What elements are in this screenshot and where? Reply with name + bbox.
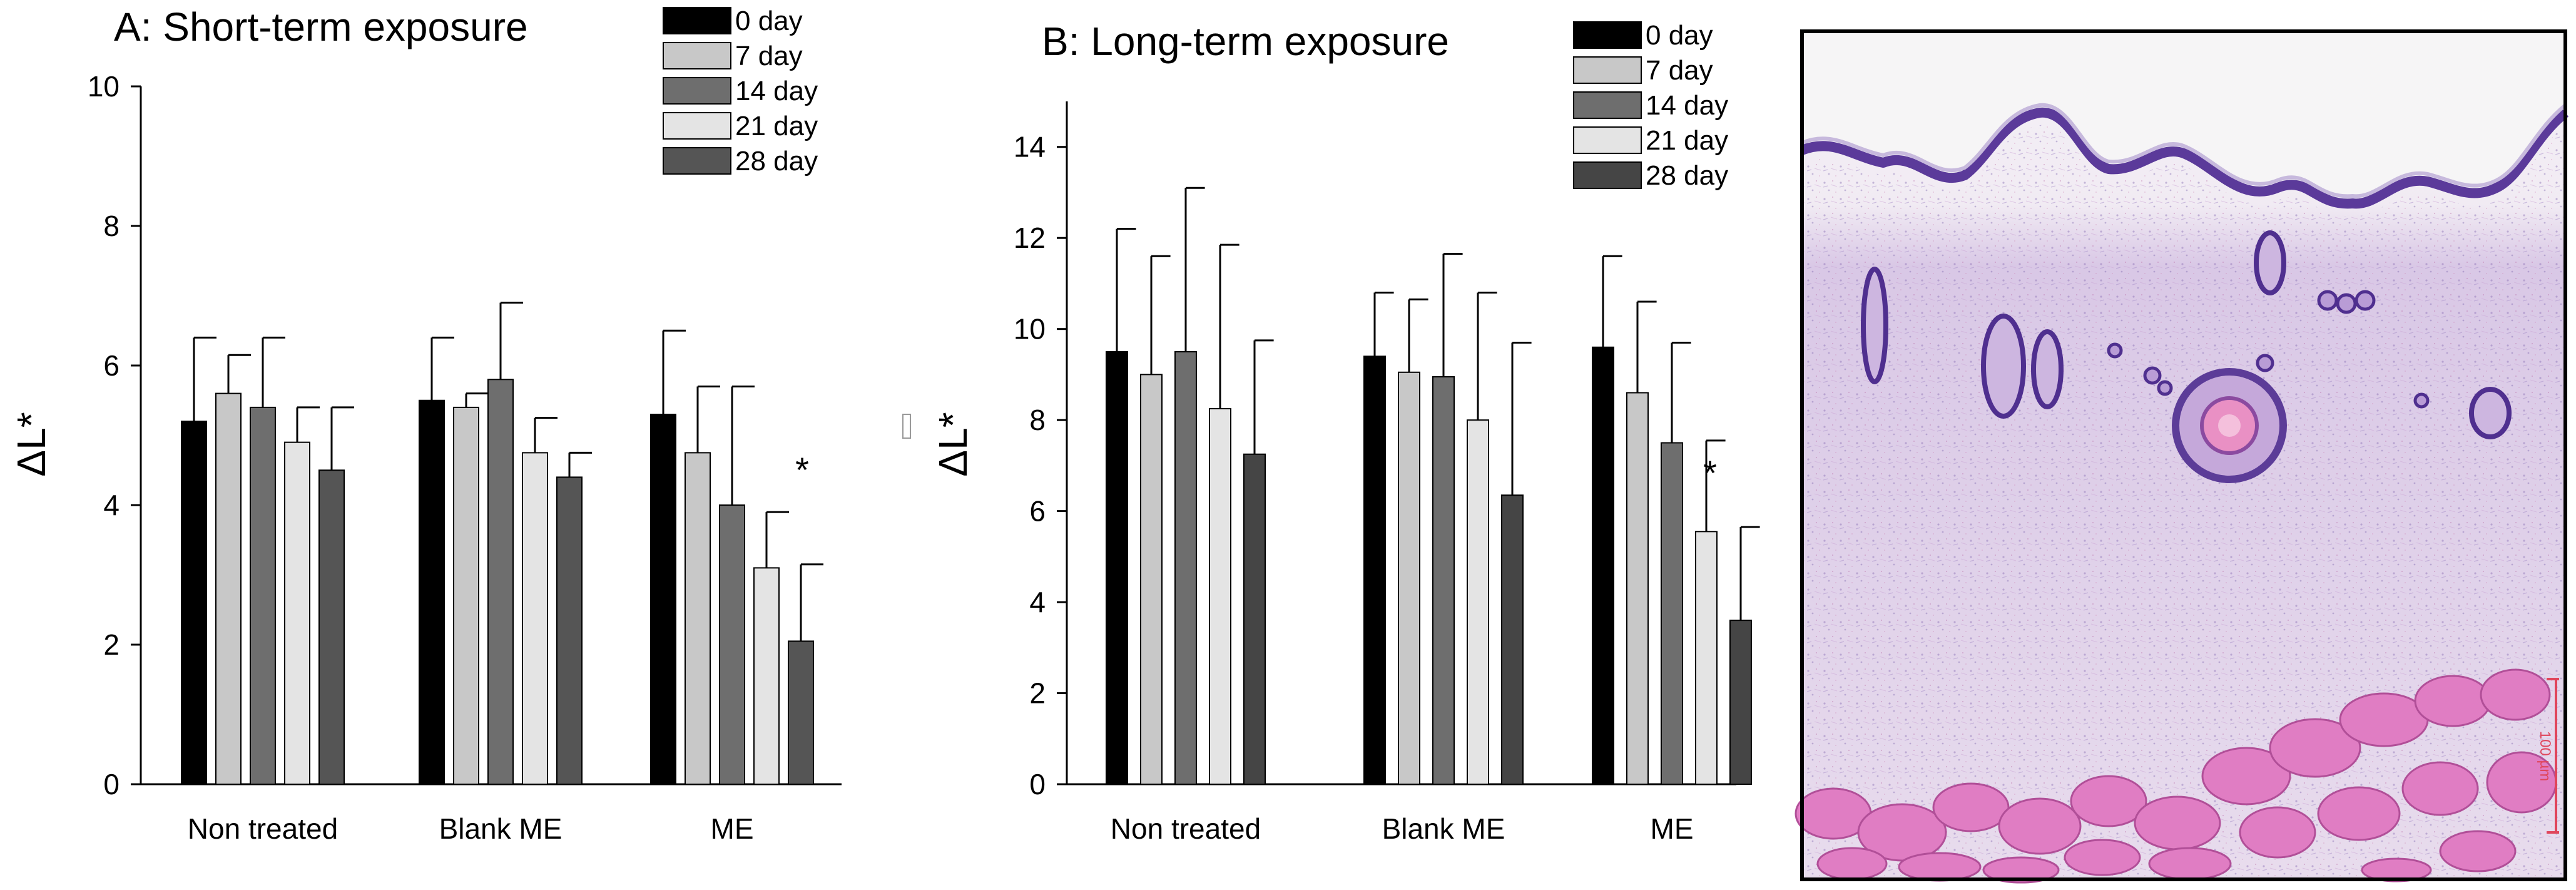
y-tick-label: 6	[103, 349, 120, 382]
bar-7-day-me	[1626, 392, 1649, 785]
bar-7-day-blank-me	[453, 406, 479, 785]
bar-28-day-blank-me	[1501, 494, 1524, 785]
chart-b-y-axis-label: ΔL*	[930, 412, 975, 476]
legend-swatch	[1573, 161, 1642, 189]
y-tick-label: 0	[103, 768, 120, 800]
chart-b-significance-mark: *	[1703, 453, 1717, 493]
bar-7-day-me	[685, 452, 711, 785]
bar-14-day-blank-me	[487, 379, 514, 785]
legend-swatch	[1573, 56, 1642, 84]
chart-a-short-term: A: Short-term exposure ΔL* * 0 2 4 6 8 10 Non …	[9, 4, 842, 845]
y-tick-label: 6	[1029, 495, 1046, 528]
legend-label: 0 day	[735, 6, 803, 36]
legend-label: 0 day	[1646, 20, 1713, 51]
chart-a-title: A: Short-term exposure	[114, 4, 528, 49]
bar-28-day-non-treated	[1243, 453, 1266, 785]
bar-0-day-blank-me	[419, 399, 445, 785]
bar-0-day-me	[1592, 346, 1614, 785]
y-tick-label: 0	[1029, 768, 1046, 800]
bar-7-day-non-treated	[1140, 374, 1163, 785]
y-tick-label: 2	[103, 628, 120, 661]
bar-14-day-non-treated	[1174, 351, 1197, 785]
chart-a-error-bars	[193, 302, 823, 642]
y-tick-label: 10	[88, 70, 120, 103]
x-category-label: Blank ME	[1382, 812, 1505, 845]
legend-swatch	[663, 7, 731, 34]
chart-a-legend: 0 day 7 day 14 day 21 day 28 day	[663, 6, 818, 176]
legend-swatch	[1573, 21, 1642, 49]
y-tick-label: 4	[1029, 586, 1046, 618]
bar-0-day-blank-me	[1363, 355, 1386, 785]
legend-label: 28 day	[1646, 160, 1728, 191]
sebaceous-gland	[2172, 368, 2287, 483]
bar-7-day-non-treated	[215, 392, 242, 785]
y-tick-label: 8	[1029, 404, 1046, 436]
tissue-texture	[1802, 125, 2565, 880]
y-tick-label: 14	[1014, 131, 1046, 163]
bar-14-day-blank-me	[1432, 376, 1455, 785]
legend-swatch	[1573, 91, 1642, 119]
bar-21-day-blank-me	[1467, 419, 1489, 785]
x-category-label: ME	[711, 812, 754, 845]
legend-swatch	[663, 42, 731, 69]
y-tick-label: 10	[1014, 313, 1046, 345]
legend-label: 21 day	[735, 111, 818, 141]
bar-7-day-blank-me	[1398, 371, 1420, 785]
bar-0-day-me	[650, 414, 676, 785]
legend-label: 7 day	[1646, 55, 1713, 86]
bar-14-day-me	[1661, 442, 1683, 785]
x-category-label: Non treated	[188, 812, 338, 845]
bar-21-day-non-treated	[1209, 407, 1231, 785]
bar-28-day-me	[1729, 620, 1752, 785]
chart-b-legend: 0 day 7 day 14 day 21 day 28 day	[1573, 20, 1728, 191]
bar-0-day-non-treated	[181, 421, 207, 785]
chart-a-significance-mark: *	[795, 450, 809, 489]
bar-21-day-non-treated	[284, 441, 310, 785]
legend-swatch	[663, 77, 731, 105]
x-category-label: Blank ME	[439, 812, 563, 845]
legend-label: 7 day	[735, 41, 803, 71]
bar-28-day-blank-me	[556, 476, 583, 785]
bar-0-day-non-treated	[1106, 351, 1128, 785]
histology-image-panel: 100 µm	[1795, 29, 2569, 884]
bar-21-day-me	[1695, 531, 1718, 785]
chart-b-long-term: B: Long-term exposure ΔL* * 0 2 4 6 8 10 12 14 N…	[902, 19, 1760, 845]
chart-b-bars	[1106, 346, 1752, 785]
chart-a-y-axis-label: ΔL*	[9, 412, 54, 476]
histology-frame	[1800, 29, 2567, 881]
hair-follicles	[1861, 230, 2512, 439]
epidermis-layer	[1800, 107, 2569, 209]
scale-bar: 100 µm	[2537, 678, 2559, 834]
legend-swatch	[1573, 126, 1642, 154]
legend-label: 14 day	[1646, 90, 1728, 121]
legend-swatch	[663, 112, 731, 140]
y-tick-label: 4	[103, 489, 120, 521]
legend-swatch	[663, 147, 731, 175]
x-category-label: ME	[1651, 812, 1694, 845]
stratum-corneum	[1801, 103, 2567, 198]
bar-14-day-non-treated	[250, 406, 276, 785]
chart-a-axes: 0 2 4 6 8 10 Non treated Blank ME ME	[88, 70, 842, 845]
chart-b-title: B: Long-term exposure	[1042, 19, 1449, 64]
bar-28-day-me	[788, 640, 814, 785]
scale-bar-label: 100 µm	[2537, 731, 2553, 782]
bar-21-day-blank-me	[522, 452, 548, 785]
legend-label: 28 day	[735, 146, 818, 176]
bar-28-day-non-treated	[318, 469, 345, 785]
y-tick-label: 8	[103, 210, 120, 242]
x-category-label: Non treated	[1111, 812, 1261, 845]
chart-b-error-bars	[1116, 187, 1760, 621]
legend-label: 21 day	[1646, 125, 1728, 156]
y-tick-label: 2	[1029, 677, 1046, 710]
chart-b-ylabel-artifact	[902, 414, 911, 439]
bar-21-day-me	[753, 567, 780, 785]
legend-label: 14 day	[735, 76, 818, 106]
chart-a-bars	[181, 379, 814, 785]
glandular-clusters	[2107, 290, 2430, 409]
muscle-bundles	[1795, 668, 2557, 884]
chart-b-axes: 0 2 4 6 8 10 12 14 Non treated Blank ME ME	[1014, 101, 1736, 845]
bar-14-day-me	[719, 504, 745, 785]
y-tick-label: 12	[1014, 222, 1046, 254]
